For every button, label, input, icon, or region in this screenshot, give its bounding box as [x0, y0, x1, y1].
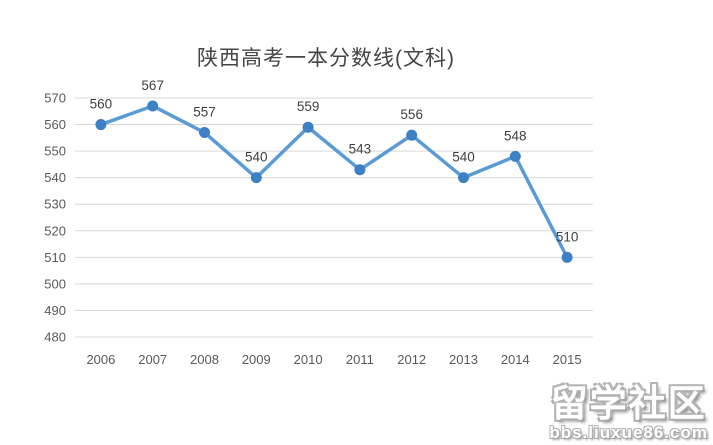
y-tick-label: 540	[44, 170, 66, 185]
data-point-label: 559	[297, 99, 320, 114]
x-tick-label: 2007	[138, 352, 167, 367]
data-point-label: 548	[504, 128, 527, 143]
y-tick-label: 500	[44, 276, 66, 291]
series-line	[99, 104, 569, 260]
data-point-marker	[147, 100, 159, 112]
y-tick-label: 570	[44, 91, 66, 106]
data-point-marker	[250, 172, 262, 184]
data-point-label: 510	[556, 229, 579, 244]
data-point-label: 567	[141, 78, 164, 93]
x-tick-label: 2013	[449, 352, 478, 367]
data-point-marker	[354, 164, 366, 176]
data-point-marker	[509, 150, 521, 162]
chart-title: 陕西高考一本分数线(文科)	[197, 47, 455, 70]
watermark: 留学社区 bbs.liuxue86.com	[549, 383, 708, 443]
data-point-marker	[561, 251, 573, 263]
data-point-marker	[458, 172, 469, 184]
data-point-label: 557	[193, 105, 216, 120]
x-tick-label: 2012	[397, 352, 426, 367]
data-point-marker	[95, 119, 107, 131]
data-point-label: 540	[452, 150, 475, 165]
x-tick-label: 2009	[242, 352, 271, 367]
y-tick-label: 490	[44, 303, 66, 318]
x-tick-label: 2015	[553, 352, 582, 367]
x-tick-label: 2008	[190, 352, 219, 367]
data-point-marker	[302, 121, 314, 133]
y-tick-label: 480	[44, 330, 66, 345]
y-tick-label: 520	[44, 223, 66, 238]
data-point-label: 556	[400, 107, 423, 122]
data-point-label: 540	[245, 150, 268, 165]
y-tick-label: 510	[44, 250, 66, 265]
x-tick-label: 2006	[86, 352, 115, 367]
data-point-label: 560	[90, 97, 113, 112]
x-tick-label: 2011	[346, 352, 374, 367]
watermark-site-url: bbs.liuxue86.com	[549, 423, 708, 443]
x-tick-label: 2010	[294, 352, 323, 367]
y-tick-label: 550	[44, 144, 66, 159]
watermark-site-name: 留学社区	[550, 383, 707, 425]
data-point-marker	[406, 129, 418, 141]
y-tick-label: 530	[44, 197, 66, 212]
y-tick-label: 560	[44, 117, 66, 132]
data-point-marker	[199, 127, 210, 139]
x-tick-label: 2014	[501, 352, 530, 367]
data-point-label: 543	[349, 142, 372, 157]
